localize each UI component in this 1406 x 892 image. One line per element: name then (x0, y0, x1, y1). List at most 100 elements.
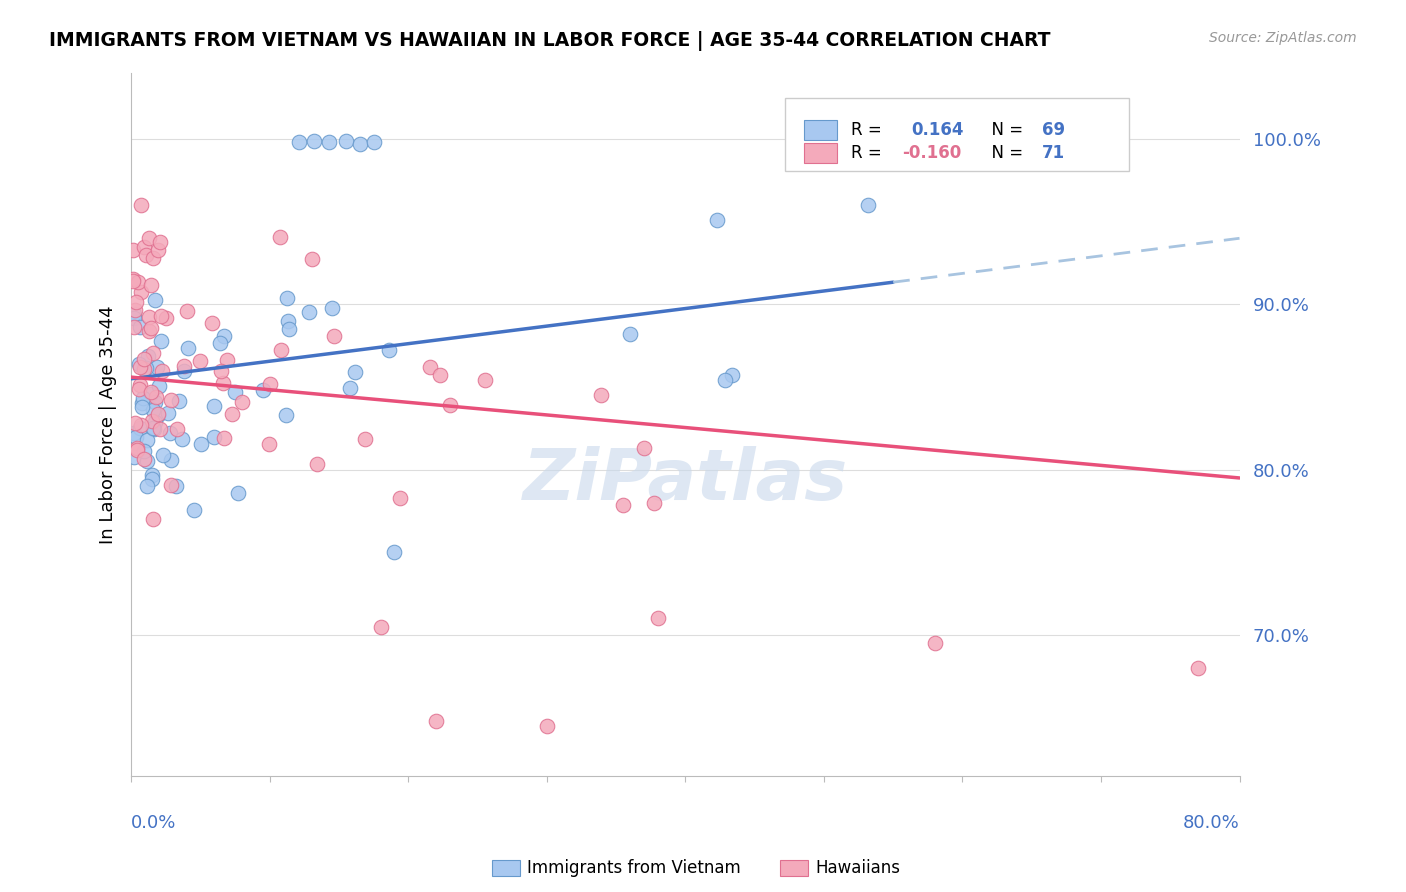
Point (591, 388, 613, 402)
Point (148, 407, 170, 421)
Point (474, 373, 496, 387)
Bar (804, 120, 837, 140)
Point (125, 430, 148, 444)
Point (122, 310, 145, 325)
Point (159, 477, 181, 491)
Point (121, 273, 143, 287)
Point (139, 277, 162, 292)
Point (190, 353, 212, 368)
Point (146, 359, 169, 374)
Point (149, 334, 172, 349)
Point (134, 451, 156, 466)
Point (132, 361, 155, 376)
Point (128, 357, 150, 371)
Text: 69: 69 (1042, 120, 1066, 139)
Text: N =: N = (981, 120, 1029, 139)
Point (141, 472, 163, 486)
Point (152, 448, 174, 462)
Point (176, 303, 198, 318)
Point (321, 301, 343, 315)
Point (270, 343, 292, 357)
Point (135, 248, 157, 262)
Point (643, 496, 665, 510)
Text: Source: ZipAtlas.com: Source: ZipAtlas.com (1209, 31, 1357, 45)
Point (141, 468, 163, 483)
Point (128, 421, 150, 435)
Point (127, 443, 149, 458)
Point (136, 479, 159, 493)
Text: -0.160: -0.160 (903, 145, 962, 162)
Point (302, 134, 325, 148)
Text: R =: R = (851, 145, 887, 162)
Point (212, 328, 235, 343)
Point (276, 409, 298, 423)
Point (142, 346, 165, 360)
Bar (804, 144, 837, 163)
Point (353, 433, 375, 447)
Point (307, 457, 329, 471)
Point (141, 421, 163, 435)
Point (226, 486, 249, 500)
Point (131, 418, 153, 433)
Point (132, 239, 155, 253)
Point (612, 498, 634, 512)
Point (124, 320, 146, 334)
Point (121, 272, 143, 286)
Point (136, 349, 159, 363)
Point (135, 360, 157, 375)
Point (204, 400, 226, 414)
Point (166, 421, 188, 435)
Point (129, 377, 152, 392)
Text: 71: 71 (1042, 145, 1066, 162)
Point (139, 320, 162, 334)
Point (924, 636, 946, 650)
Point (148, 378, 170, 392)
Point (173, 359, 195, 373)
Point (224, 385, 246, 400)
Point (370, 620, 392, 634)
Point (131, 285, 153, 299)
Point (122, 450, 145, 464)
Text: IMMIGRANTS FROM VIETNAM VS HAWAIIAN IN LABOR FORCE | AGE 35-44 CORRELATION CHART: IMMIGRANTS FROM VIETNAM VS HAWAIIAN IN L… (49, 31, 1050, 51)
Point (288, 136, 311, 150)
Y-axis label: In Labor Force | Age 35-44: In Labor Force | Age 35-44 (100, 305, 117, 543)
Point (269, 230, 291, 244)
Point (201, 316, 224, 330)
Point (125, 295, 148, 310)
Point (619, 326, 641, 341)
Point (714, 373, 737, 387)
Point (323, 329, 346, 343)
Point (173, 364, 195, 378)
Point (127, 275, 149, 289)
Point (633, 441, 655, 455)
Point (176, 341, 198, 355)
Point (143, 395, 166, 409)
Point (339, 382, 361, 396)
Point (143, 415, 166, 429)
Text: ZiPatlas: ZiPatlas (523, 446, 848, 515)
Point (160, 393, 183, 408)
Point (141, 413, 163, 427)
Point (136, 454, 159, 468)
Point (142, 512, 165, 526)
Point (157, 406, 180, 420)
Point (149, 235, 172, 249)
Point (122, 307, 145, 321)
Point (259, 376, 281, 391)
Point (212, 376, 235, 391)
Point (212, 431, 235, 445)
Point (277, 314, 299, 328)
Text: 0.0%: 0.0% (131, 814, 177, 832)
Point (142, 251, 165, 265)
Point (276, 291, 298, 305)
Point (858, 198, 880, 212)
Point (138, 231, 160, 245)
Text: N =: N = (981, 145, 1029, 162)
Point (536, 719, 558, 733)
Point (142, 403, 165, 417)
Point (190, 437, 212, 451)
Point (149, 422, 172, 436)
Point (138, 325, 160, 339)
Text: 80.0%: 80.0% (1182, 814, 1240, 832)
Text: Immigrants from Vietnam: Immigrants from Vietnam (527, 859, 741, 877)
